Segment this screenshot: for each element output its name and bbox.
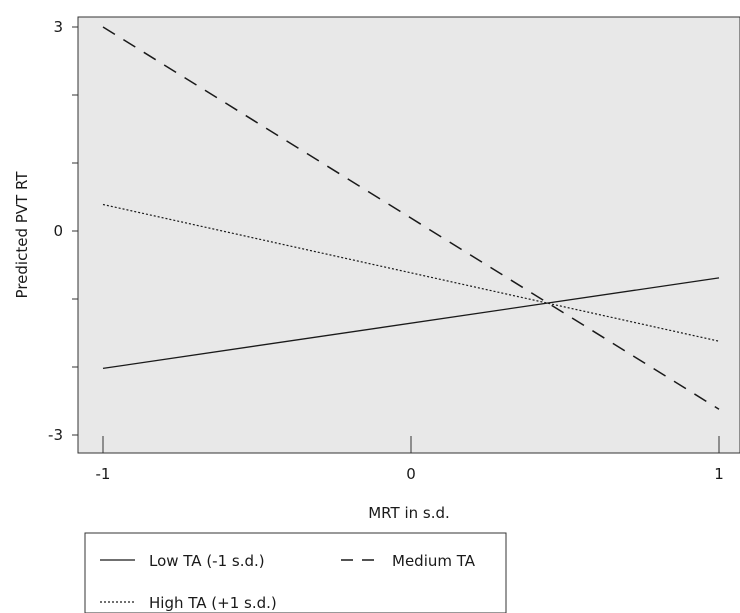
legend-label-high-ta: High TA (+1 s.d.)	[149, 594, 277, 612]
axis-layer: -3 0 3 -1 0 1	[48, 18, 724, 483]
series-layer	[102, 26, 720, 410]
plot-area	[77, 16, 740, 454]
series-line-low-ta	[102, 277, 720, 370]
y-tick-label: 3	[53, 18, 63, 36]
y-axis-title: Predicted PVT RT	[13, 171, 31, 299]
x-tick-label: 0	[406, 465, 416, 483]
legend-label-low-ta: Low TA (-1 s.d.)	[149, 552, 265, 570]
series-line-medium-ta	[102, 26, 720, 410]
x-tick-label: 1	[714, 465, 724, 483]
x-axis-title: MRT in s.d.	[368, 504, 450, 522]
y-tick-label: -3	[48, 426, 63, 444]
x-tick-label: -1	[96, 465, 111, 483]
legend-label-medium-ta: Medium TA	[392, 552, 476, 570]
legend-box	[84, 532, 507, 613]
legend: Low TA (-1 s.d.) Medium TA High TA (+1 s…	[84, 532, 507, 613]
series-line-high-ta	[102, 203, 720, 342]
y-tick-label: 0	[53, 222, 63, 240]
